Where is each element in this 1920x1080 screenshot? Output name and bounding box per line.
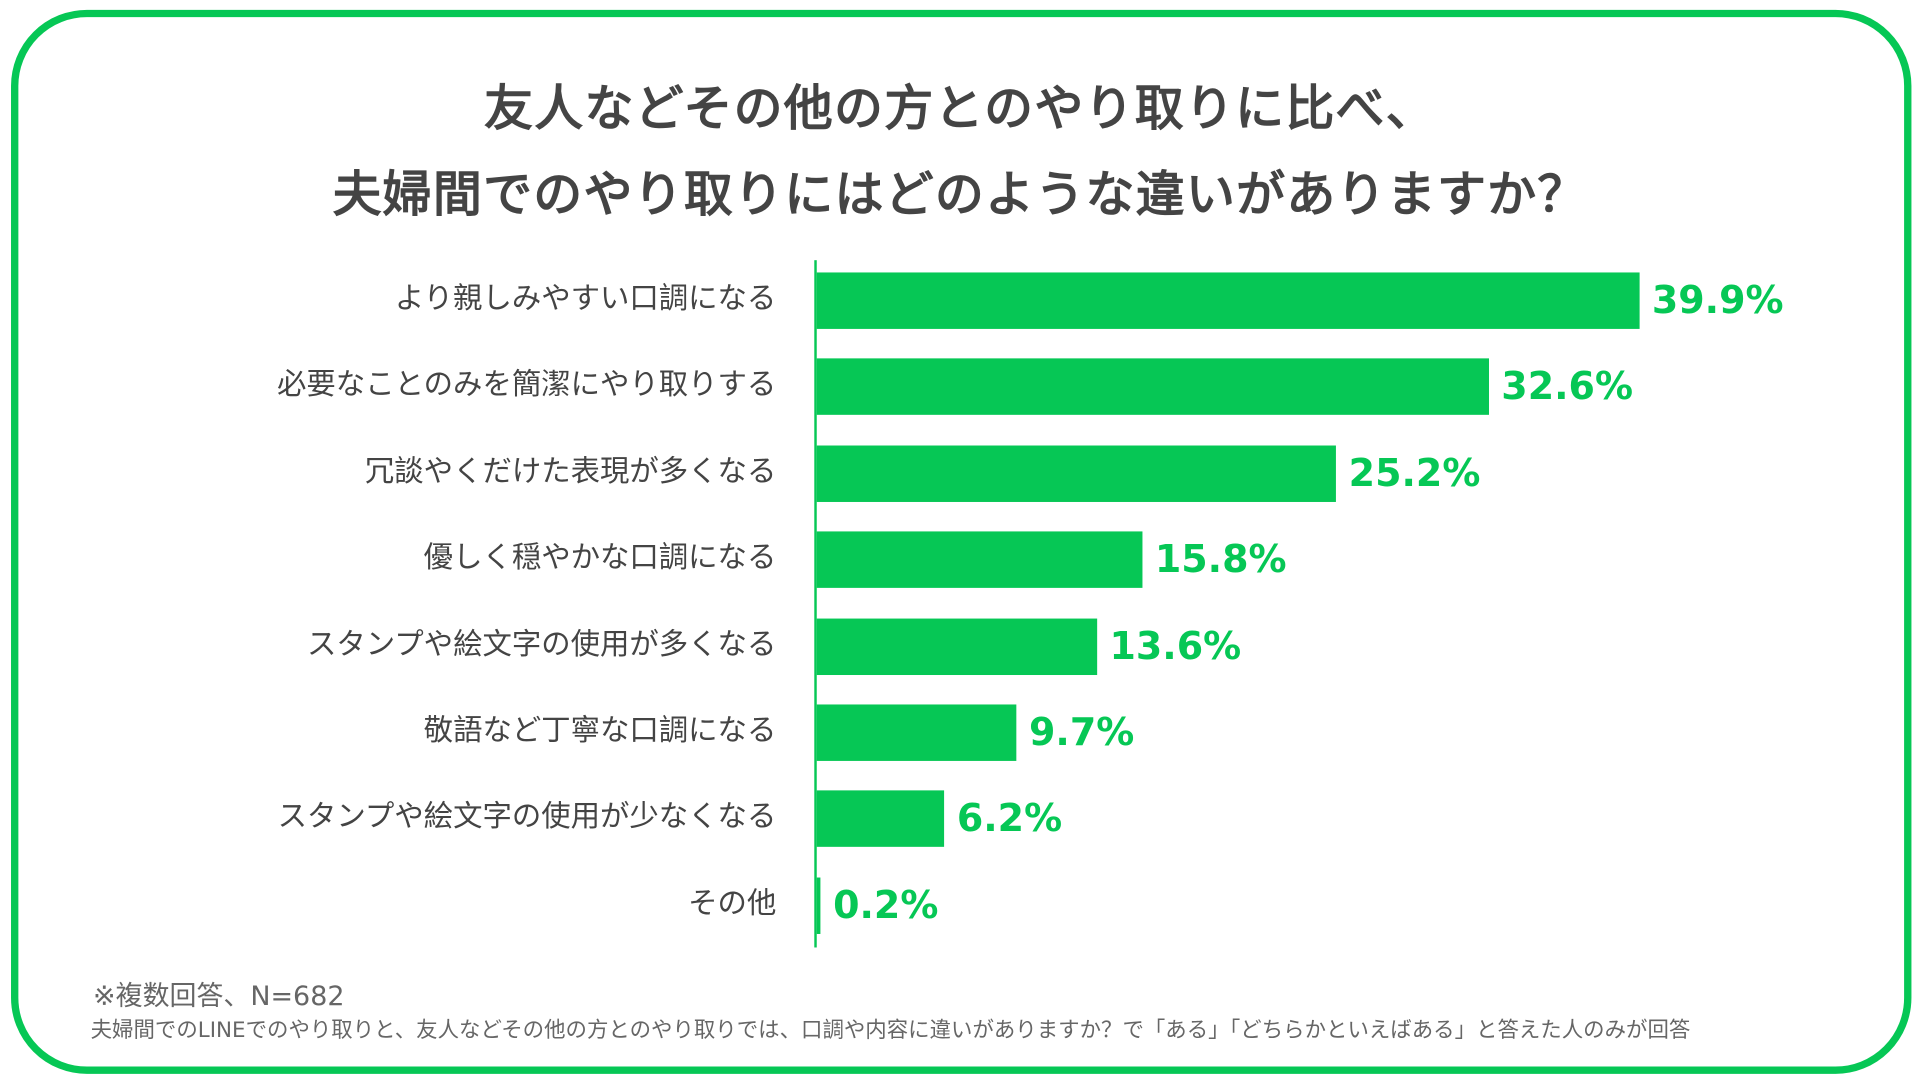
category-label: スタンプや絵文字の使用が多くなる bbox=[307, 626, 777, 662]
category-label: 敬語など丁寧な口調になる bbox=[423, 713, 777, 748]
value-label: 13.6% bbox=[1109, 624, 1242, 669]
bar bbox=[816, 618, 1098, 675]
footnote-condition: 夫婦間でのLINEでのやり取りと、友人などその他の方とのやり取りでは、口調や内容… bbox=[90, 1018, 1691, 1044]
value-label: 0.2% bbox=[833, 883, 939, 928]
value-label: 32.6% bbox=[1501, 364, 1633, 410]
category-label: 必要なことのみを簡潔にやり取りする bbox=[277, 367, 777, 402]
footnote-sample: ※複数回答、N=682 bbox=[93, 981, 345, 1013]
value-label: 15.8% bbox=[1154, 537, 1287, 582]
category-label: その他 bbox=[688, 885, 777, 921]
category-label: 冗談やくだけた表現が多くなる bbox=[364, 453, 777, 489]
bar bbox=[816, 445, 1337, 502]
bar bbox=[816, 877, 821, 934]
category-label: スタンプや絵文字の使用が少なくなる bbox=[277, 799, 777, 834]
y-axis-line bbox=[814, 260, 817, 948]
bar bbox=[816, 531, 1143, 589]
bar bbox=[816, 358, 1490, 416]
value-label: 39.9% bbox=[1651, 278, 1784, 323]
bar bbox=[816, 272, 1640, 329]
value-label: 25.2% bbox=[1348, 451, 1481, 496]
category-label: 優しく穏やかな口調になる bbox=[423, 540, 777, 575]
bar bbox=[816, 790, 945, 848]
card-border bbox=[11, 9, 1912, 1074]
bar bbox=[816, 704, 1017, 761]
chart-title-line-1: 友人などその他の方とのやり取りに比べ、 bbox=[484, 81, 1436, 138]
value-label: 6.2% bbox=[956, 796, 1063, 842]
value-label: 9.7% bbox=[1029, 710, 1135, 755]
chart-title-line-2: 夫婦間でのやり取りにはどのような違いがありますか？ bbox=[332, 166, 1588, 224]
category-label: より親しみやすい口調になる bbox=[394, 281, 777, 316]
